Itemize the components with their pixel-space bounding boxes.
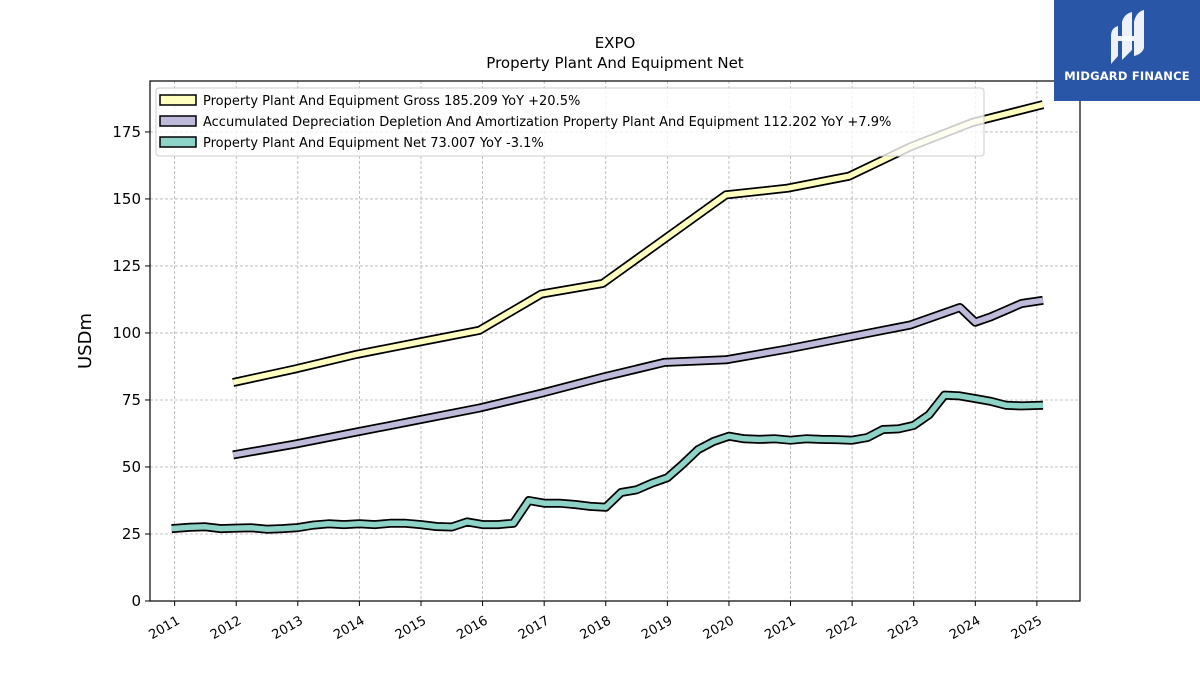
x-tick-label: 2021 [762, 613, 798, 643]
legend-entry: Property Plant And Equipment Net 73.007 … [203, 136, 544, 151]
brand-logo-icon [1111, 10, 1144, 64]
x-tick-label: 2023 [886, 613, 922, 643]
legend-entry: Property Plant And Equipment Gross 185.2… [203, 94, 580, 109]
y-tick-label: 125 [112, 257, 141, 275]
legend-entry: Accumulated Depreciation Depletion And A… [203, 115, 891, 130]
x-tick-label: 2020 [701, 613, 737, 643]
y-tick-label: 75 [122, 391, 141, 409]
plot-frame [149, 80, 1081, 602]
legend: Property Plant And Equipment Gross 185.2… [155, 87, 985, 157]
legend-box [155, 87, 985, 157]
x-tick-label: 2011 [146, 613, 182, 643]
x-tick-label: 2024 [947, 613, 983, 643]
brand-name: MIDGARD FINANCE [1064, 69, 1190, 83]
x-tick-label: 2016 [454, 613, 490, 643]
series-line [232, 297, 1044, 458]
chart-title: EXPO [595, 34, 636, 52]
x-tick-label: 2025 [1009, 613, 1045, 643]
y-tick-label: 50 [122, 458, 141, 476]
x-tick-label: 2019 [639, 613, 675, 643]
y-tick-label: 100 [112, 324, 141, 342]
brand-logo: MIDGARD FINANCE [1054, 0, 1200, 101]
y-axis-label: USDm [75, 313, 96, 369]
series-layer [171, 100, 1045, 534]
x-tick-label: 2013 [270, 613, 306, 643]
x-tick-label: 2022 [824, 613, 860, 643]
series-2 [232, 295, 1044, 460]
x-tick-label: 2012 [208, 613, 244, 643]
legend-swatch [159, 115, 197, 127]
x-tick-label: 2018 [578, 613, 614, 643]
chart-subtitle: Property Plant And Equipment Net [486, 54, 743, 72]
series-line [171, 392, 1044, 532]
legend-swatch [159, 94, 197, 106]
x-tick-label: 2017 [516, 613, 552, 643]
grid [150, 81, 1080, 602]
series-3 [171, 390, 1044, 534]
legend-swatch [159, 136, 197, 148]
y-tick-label: 25 [122, 525, 141, 543]
y-tick-label: 150 [112, 190, 141, 208]
y-tick-label: 175 [112, 123, 141, 141]
x-tick-label: 2015 [393, 613, 429, 643]
x-tick-label: 2014 [331, 613, 367, 643]
y-tick-label: 0 [131, 592, 141, 610]
